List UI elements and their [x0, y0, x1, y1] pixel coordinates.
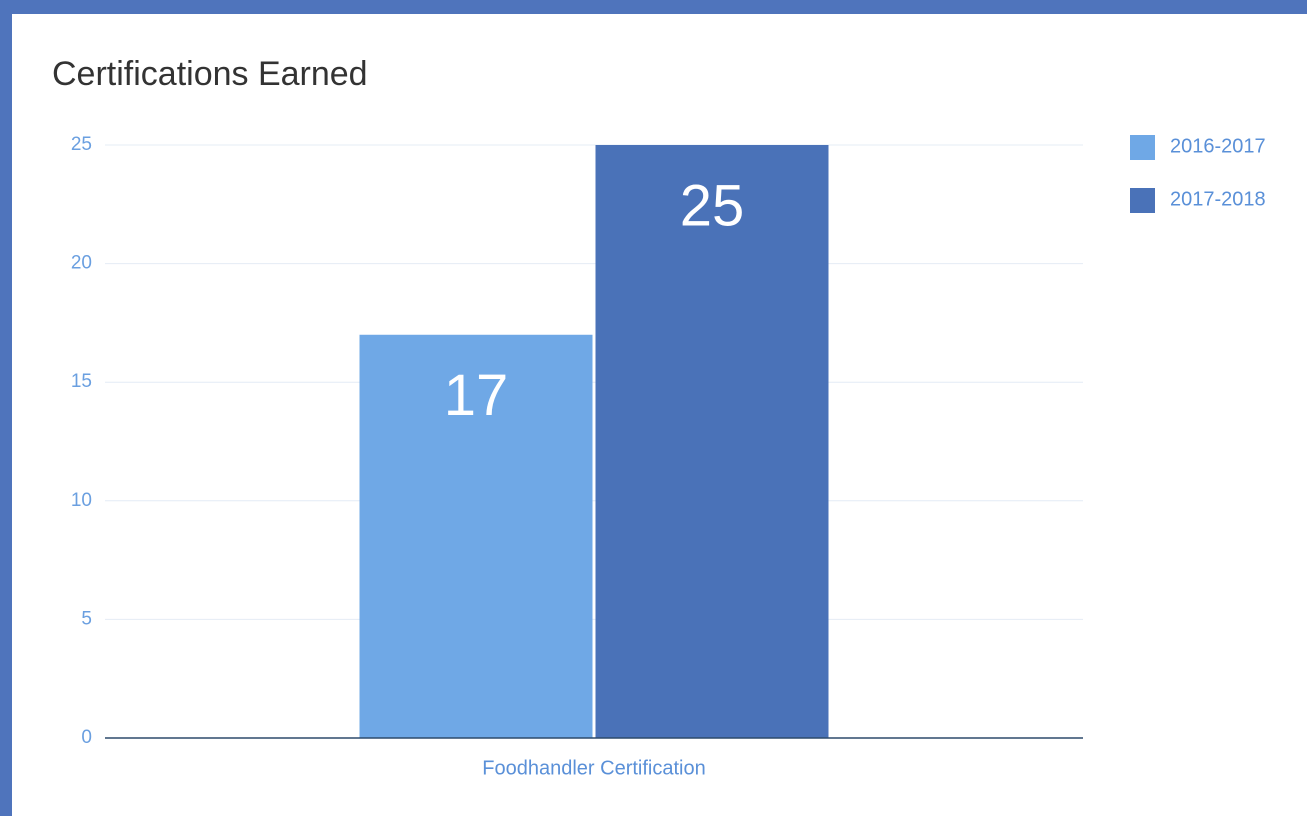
y-tick-label: 0: [81, 727, 92, 748]
bar: [595, 145, 829, 738]
legend-label: 2016-2017: [1170, 135, 1266, 157]
data-label: 25: [680, 173, 745, 238]
x-tick-label: Foodhandler Certification: [482, 757, 705, 779]
y-tick-label: 5: [81, 608, 92, 629]
y-tick-label: 25: [71, 134, 92, 155]
legend-label: 2017-2018: [1170, 188, 1266, 210]
bar: [359, 334, 593, 738]
legend-swatch: [1130, 188, 1155, 213]
data-label: 17: [444, 363, 509, 428]
legend-swatch: [1130, 135, 1155, 160]
y-tick-label: 15: [71, 371, 92, 392]
chart-title: Certifications Earned: [52, 55, 368, 93]
y-tick-label: 20: [71, 253, 92, 274]
y-tick-label: 10: [71, 490, 92, 511]
